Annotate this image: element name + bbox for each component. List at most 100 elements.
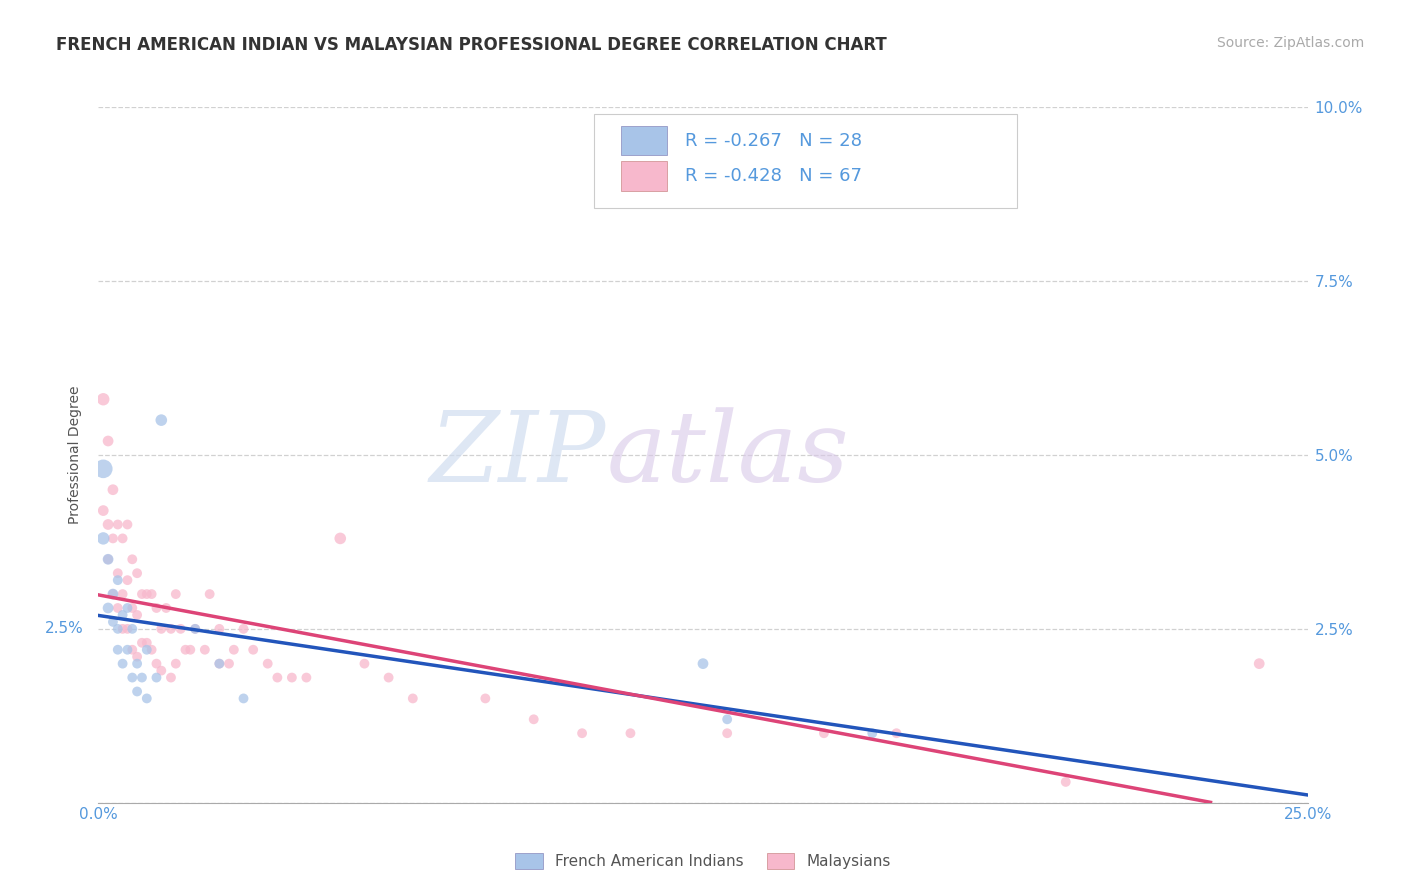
Point bbox=[184, 622, 207, 636]
Point bbox=[135, 642, 157, 657]
Point bbox=[121, 601, 143, 615]
Point bbox=[121, 671, 143, 685]
Point bbox=[218, 657, 240, 671]
Point bbox=[160, 671, 183, 685]
Point bbox=[619, 726, 641, 740]
Point bbox=[256, 657, 278, 671]
Point bbox=[101, 532, 124, 546]
Point bbox=[127, 649, 149, 664]
Point bbox=[886, 726, 908, 740]
Point bbox=[198, 587, 221, 601]
Point bbox=[266, 671, 288, 685]
Text: 25.0%: 25.0% bbox=[1284, 807, 1331, 822]
Point bbox=[97, 552, 120, 566]
Point bbox=[232, 622, 254, 636]
Point bbox=[150, 664, 173, 678]
Text: R = -0.428   N = 67: R = -0.428 N = 67 bbox=[685, 167, 862, 185]
Text: atlas: atlas bbox=[606, 408, 849, 502]
Point bbox=[117, 573, 139, 587]
Point bbox=[194, 642, 217, 657]
Point bbox=[150, 622, 173, 636]
Point bbox=[353, 657, 375, 671]
Point bbox=[101, 587, 124, 601]
Point bbox=[377, 671, 399, 685]
Point bbox=[91, 532, 114, 546]
Point bbox=[860, 726, 883, 740]
Point bbox=[813, 726, 835, 740]
Point bbox=[174, 642, 197, 657]
Point bbox=[101, 483, 124, 497]
Point bbox=[402, 691, 425, 706]
Point bbox=[117, 642, 139, 657]
Point bbox=[101, 587, 124, 601]
Point bbox=[97, 517, 120, 532]
Point bbox=[111, 657, 134, 671]
Point bbox=[107, 601, 129, 615]
Point bbox=[117, 601, 139, 615]
Text: FRENCH AMERICAN INDIAN VS MALAYSIAN PROFESSIONAL DEGREE CORRELATION CHART: FRENCH AMERICAN INDIAN VS MALAYSIAN PROF… bbox=[56, 36, 887, 54]
Point bbox=[145, 657, 167, 671]
Point bbox=[127, 607, 149, 622]
Point bbox=[97, 552, 120, 566]
Point bbox=[121, 642, 143, 657]
Point bbox=[179, 642, 201, 657]
Point bbox=[91, 462, 114, 476]
Point bbox=[208, 657, 231, 671]
Point bbox=[208, 622, 231, 636]
Point bbox=[145, 601, 167, 615]
Point bbox=[692, 657, 714, 671]
Point bbox=[329, 532, 352, 546]
Point bbox=[474, 691, 496, 706]
Point bbox=[160, 622, 183, 636]
Point bbox=[141, 587, 163, 601]
Point bbox=[1054, 775, 1077, 789]
Point bbox=[135, 691, 157, 706]
Y-axis label: Professional Degree: Professional Degree bbox=[69, 385, 83, 524]
Point bbox=[117, 517, 139, 532]
Point bbox=[295, 671, 318, 685]
Point bbox=[91, 503, 114, 517]
Point bbox=[111, 607, 134, 622]
Point bbox=[131, 587, 153, 601]
Point bbox=[107, 622, 129, 636]
Text: ZIP: ZIP bbox=[430, 408, 606, 502]
Point bbox=[155, 601, 177, 615]
Point bbox=[127, 684, 149, 698]
Point bbox=[107, 517, 129, 532]
Point bbox=[127, 566, 149, 581]
Point bbox=[117, 622, 139, 636]
Point bbox=[232, 691, 254, 706]
Text: Source: ZipAtlas.com: Source: ZipAtlas.com bbox=[1216, 36, 1364, 50]
FancyBboxPatch shape bbox=[595, 114, 1018, 208]
FancyBboxPatch shape bbox=[621, 126, 666, 155]
Point bbox=[208, 657, 231, 671]
Point bbox=[107, 566, 129, 581]
Point bbox=[184, 622, 207, 636]
Point bbox=[571, 726, 593, 740]
Point bbox=[121, 552, 143, 566]
Text: 2.5%: 2.5% bbox=[45, 622, 84, 636]
Point bbox=[169, 622, 191, 636]
FancyBboxPatch shape bbox=[621, 161, 666, 191]
Point bbox=[222, 642, 245, 657]
Point bbox=[107, 642, 129, 657]
Point bbox=[242, 642, 264, 657]
Text: 0.0%: 0.0% bbox=[79, 807, 118, 822]
Point bbox=[716, 726, 738, 740]
Point bbox=[165, 587, 187, 601]
Point bbox=[107, 573, 129, 587]
Point bbox=[127, 657, 149, 671]
Point bbox=[716, 712, 738, 726]
Point bbox=[150, 413, 173, 427]
Point bbox=[145, 671, 167, 685]
Point bbox=[135, 636, 157, 650]
Point bbox=[91, 392, 114, 407]
Legend: French American Indians, Malaysians: French American Indians, Malaysians bbox=[509, 847, 897, 875]
Point bbox=[131, 636, 153, 650]
Point bbox=[111, 532, 134, 546]
Point bbox=[111, 587, 134, 601]
Point bbox=[121, 622, 143, 636]
Point bbox=[97, 434, 120, 448]
Point bbox=[1249, 657, 1271, 671]
Point bbox=[101, 615, 124, 629]
